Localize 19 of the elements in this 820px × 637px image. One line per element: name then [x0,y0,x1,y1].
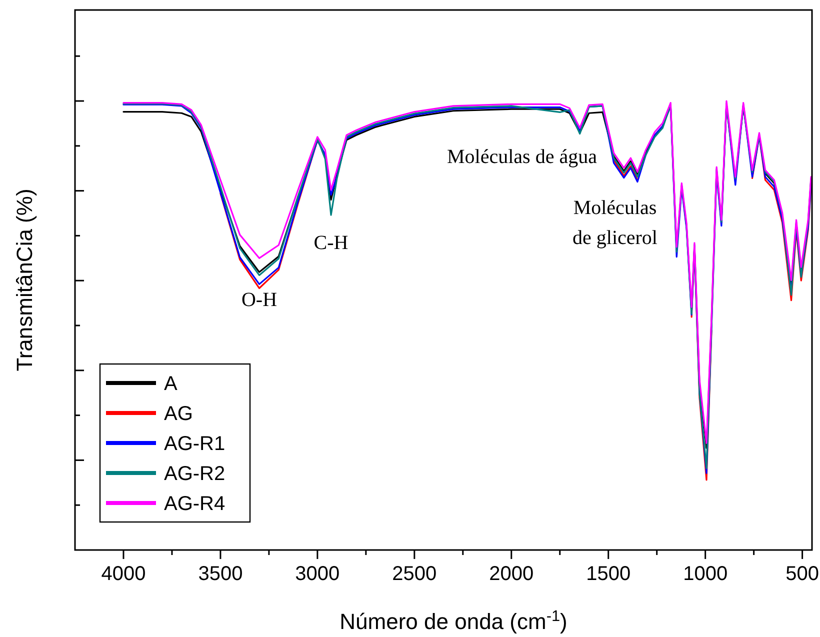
x-tick-label: 3500 [198,563,243,585]
legend-label: AG [164,403,193,425]
legend-label: AG-R4 [164,493,226,515]
legend-label: A [164,373,178,395]
legend-label: AG-R2 [164,463,226,485]
x-tick-label: 3000 [295,563,340,585]
annotation: C-H [314,232,348,254]
x-tick-label: 500 [786,563,819,585]
annotation: O-H [241,289,278,312]
y-axis-title: TransmitânCia (%) [12,188,37,372]
legend-label: AG-R1 [164,433,226,455]
x-tick-label: 4000 [101,563,146,585]
annotation: Moléculas de glicerol [572,197,658,249]
x-tick-label: 2500 [392,563,437,585]
x-tick-label: 1000 [683,563,728,585]
annotation: Moléculas de água [447,146,598,168]
x-tick-label: 1500 [586,563,631,585]
x-axis-title: Número de onda (cm$^{-1}$) [340,608,568,634]
x-tick-label: 2000 [489,563,534,585]
